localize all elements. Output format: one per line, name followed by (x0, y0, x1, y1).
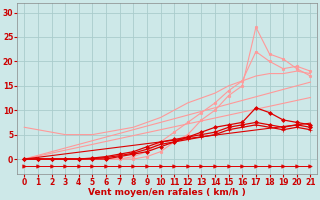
X-axis label: Vent moyen/en rafales ( km/h ): Vent moyen/en rafales ( km/h ) (88, 188, 246, 197)
